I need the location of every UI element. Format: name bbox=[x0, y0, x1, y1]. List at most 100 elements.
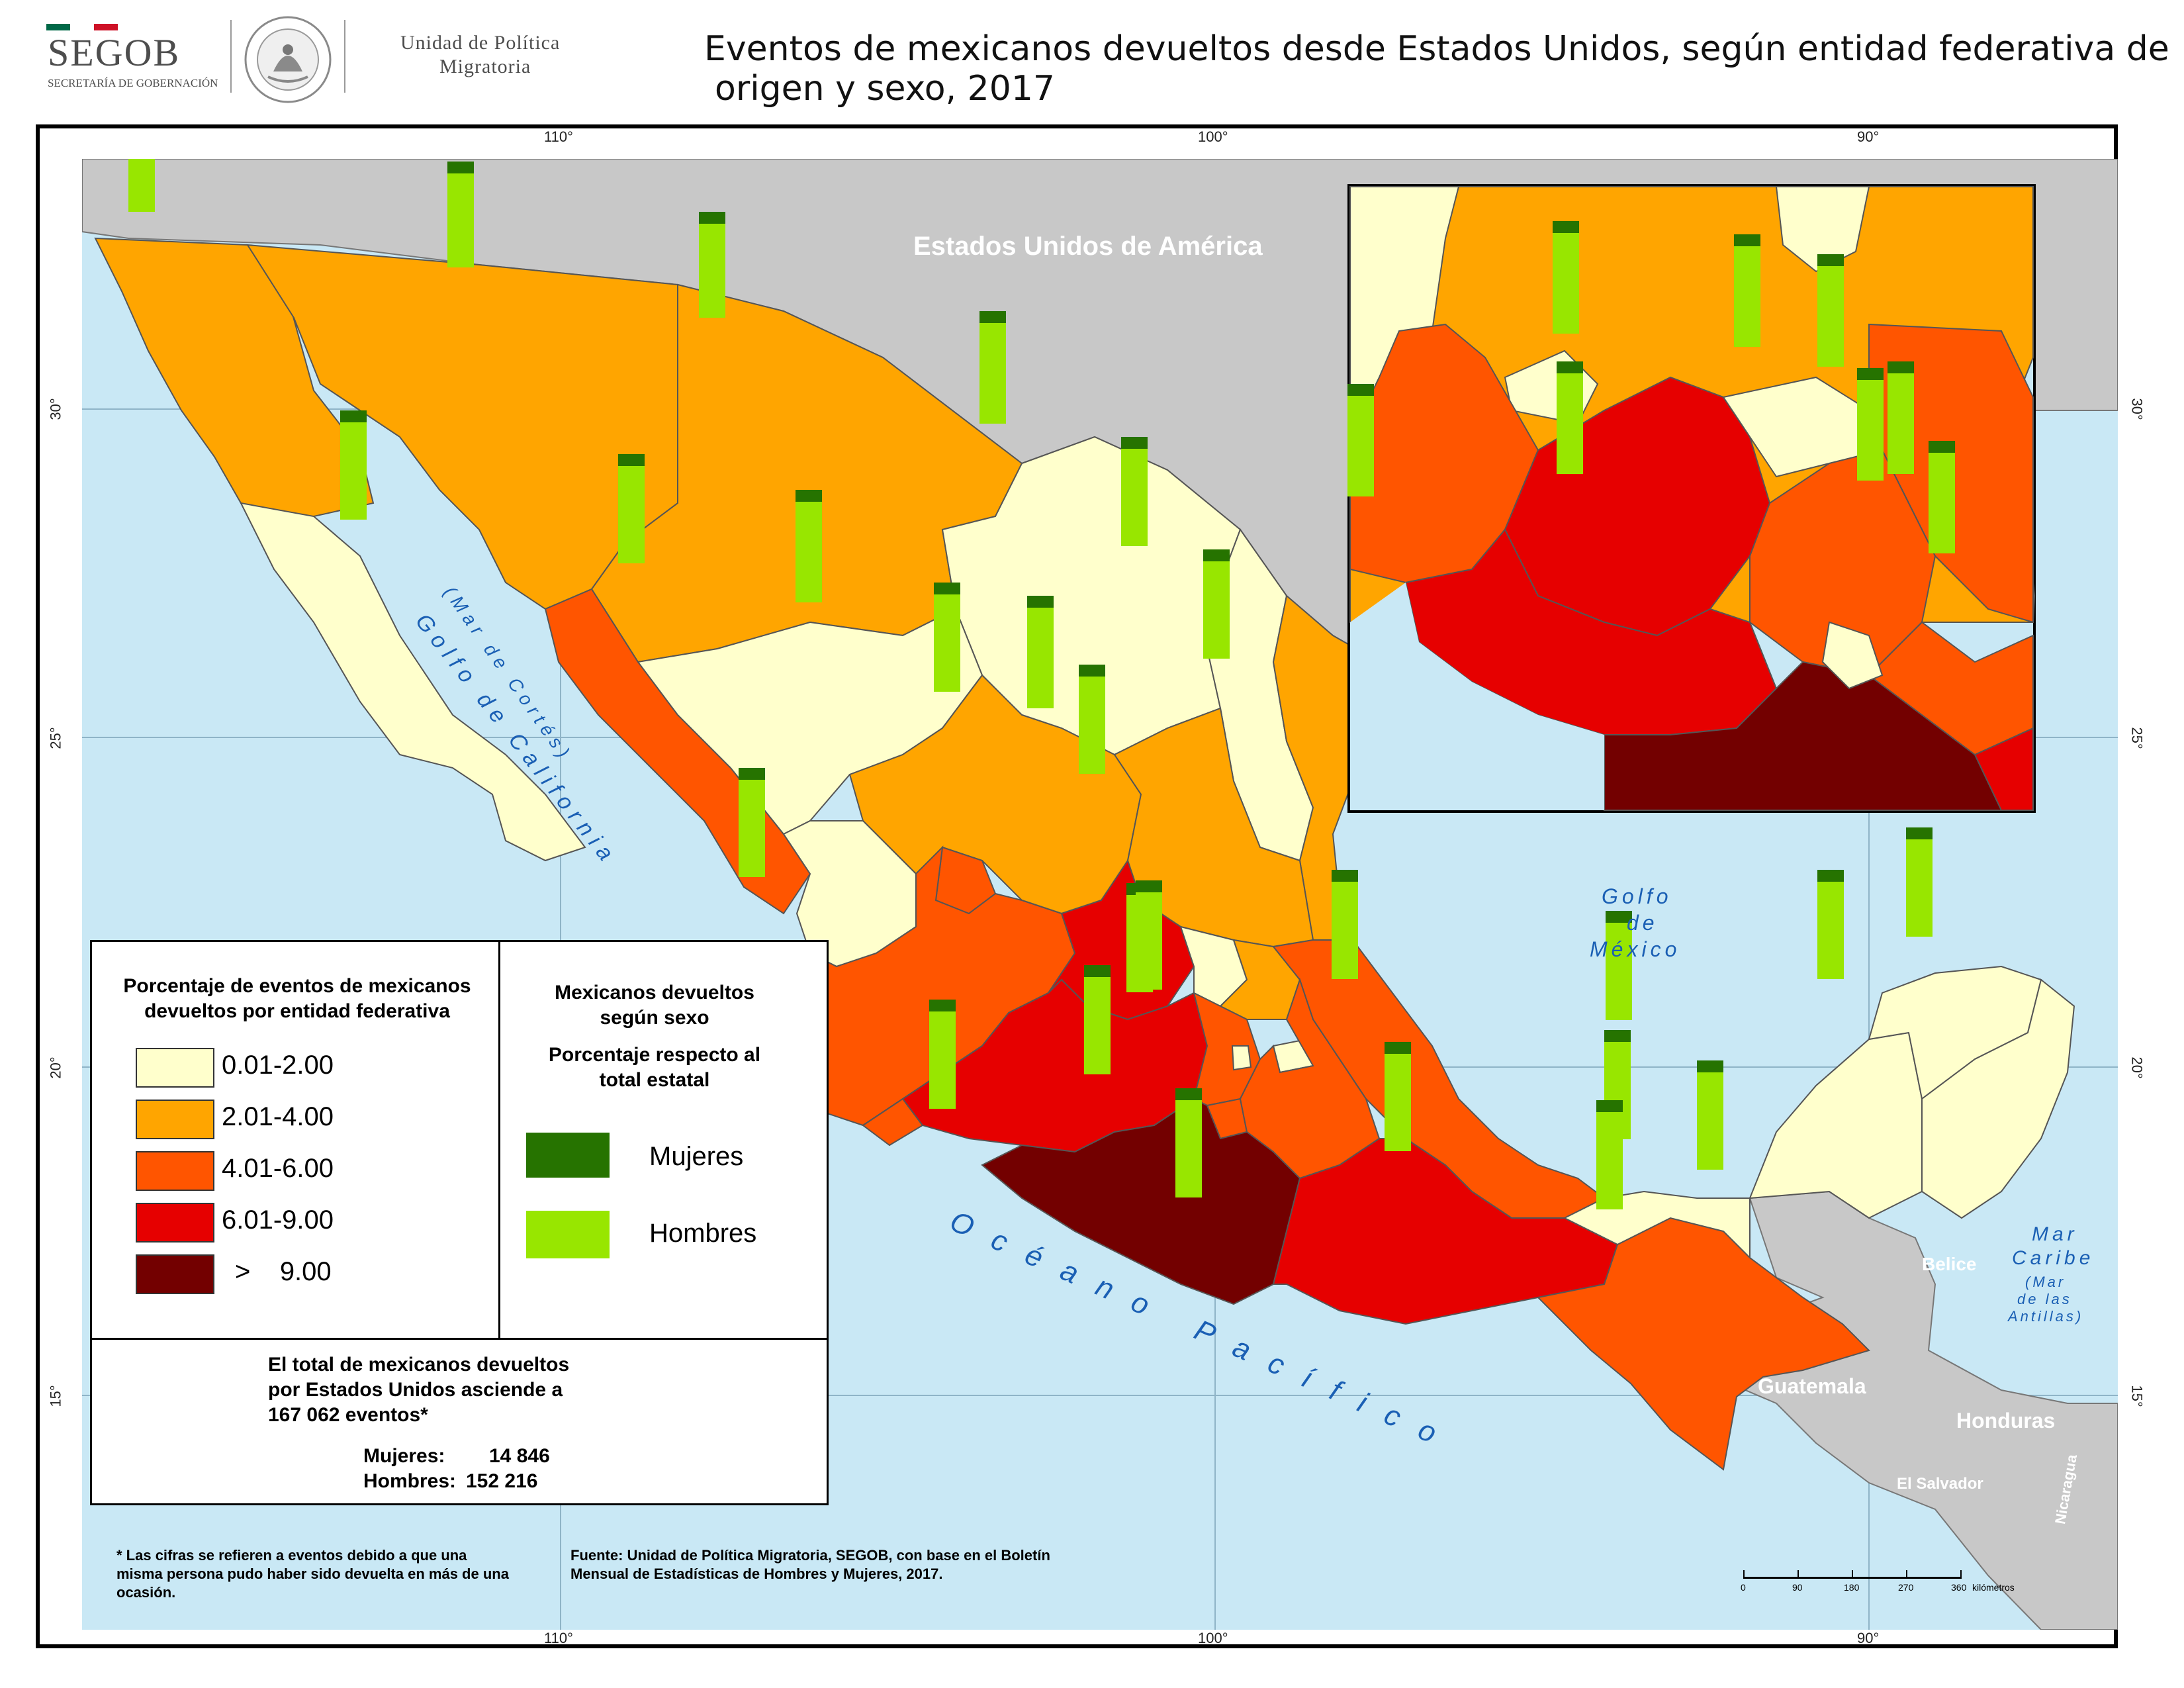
bar-women-segment bbox=[739, 768, 765, 780]
lon-label-top-90: 90° bbox=[1857, 128, 1880, 145]
lon-label-top-100: 100° bbox=[1198, 128, 1228, 145]
legend-men-swatch bbox=[526, 1211, 610, 1258]
label-caribbean-3: (Mar bbox=[2025, 1274, 2066, 1290]
bar-men-segment bbox=[1175, 1100, 1202, 1197]
footnote: * Las cifras se refieren a eventos debid… bbox=[116, 1547, 509, 1601]
bar-women-segment bbox=[929, 1000, 956, 1011]
state-baja-california-sur bbox=[240, 502, 586, 862]
bar-women-segment bbox=[1079, 665, 1105, 677]
scale-tick bbox=[1743, 1570, 1745, 1579]
bar-women-segment bbox=[796, 490, 822, 502]
bar-men-segment bbox=[1332, 882, 1358, 979]
legend-men-label: Hombres bbox=[649, 1219, 757, 1248]
state-quintana-roo bbox=[1921, 978, 2075, 1219]
bar-women-segment bbox=[1857, 368, 1884, 380]
map-canvas bbox=[82, 159, 2118, 1630]
lon-label-bottom-110: 110° bbox=[544, 1630, 573, 1646]
lat-label-right-30: 30° bbox=[2128, 398, 2146, 420]
legend-class-swatch bbox=[136, 1254, 214, 1294]
totals-men-label: Hombres: bbox=[363, 1470, 457, 1492]
bar-men-segment bbox=[1929, 453, 1955, 553]
bar-women-segment bbox=[979, 311, 1006, 323]
bar-men-segment bbox=[1697, 1072, 1723, 1170]
scale-tick bbox=[1960, 1570, 1962, 1579]
legend-sex-subtitle: Porcentaje respecto al total estatal bbox=[548, 1044, 761, 1091]
totals-line1: El total de mexicanos devueltos bbox=[268, 1354, 570, 1376]
totals-women-value: 14 846 bbox=[489, 1445, 550, 1467]
bar-women-segment bbox=[934, 583, 960, 594]
bar-men-segment bbox=[1079, 677, 1105, 774]
bar-women-segment bbox=[1175, 1088, 1202, 1100]
bar-women-segment bbox=[1557, 361, 1583, 373]
lat-label-right-15: 15° bbox=[2128, 1385, 2146, 1407]
bar-women-segment bbox=[1347, 384, 1374, 396]
bar-women-segment bbox=[340, 410, 367, 422]
legend-panel: Porcentaje de eventos de mexicanos devue… bbox=[90, 940, 829, 1505]
segob-flag-stripe bbox=[94, 24, 118, 30]
bar-women-segment bbox=[1817, 870, 1844, 882]
inset-map bbox=[1347, 184, 2036, 813]
bar-men-segment bbox=[1557, 373, 1583, 474]
legend-women-label: Mujeres bbox=[649, 1142, 744, 1171]
bar-men-segment bbox=[340, 422, 367, 520]
totals-line3: 167 062 eventos* bbox=[268, 1404, 428, 1426]
header: SEGOB SECRETARÍA DE GOBERNACIÓN Unidad d… bbox=[0, 0, 2184, 119]
map-title-line1: Eventos de mexicanos devueltos desde Est… bbox=[704, 29, 2169, 69]
label-caribbean-5: Antillas) bbox=[2008, 1308, 2084, 1325]
bar-men-segment bbox=[128, 159, 155, 212]
bar-women-segment bbox=[1817, 254, 1844, 266]
totals-line2: por Estados Unidos asciende a bbox=[268, 1379, 563, 1401]
bar-men-segment bbox=[1817, 266, 1844, 367]
scale-tick-label: 270 bbox=[1898, 1582, 1914, 1593]
lon-label-bottom-100: 100° bbox=[1198, 1630, 1228, 1646]
bar-men-segment bbox=[1121, 449, 1148, 546]
bar-men-segment bbox=[934, 594, 960, 692]
label-honduras: Honduras bbox=[1956, 1409, 2056, 1432]
legend-class-label: 2.01-4.00 bbox=[222, 1102, 334, 1131]
legend-class-label: 0.01-2.00 bbox=[222, 1051, 334, 1080]
scale-tick bbox=[1852, 1570, 1853, 1579]
bar-men-segment bbox=[699, 224, 725, 318]
bar-men-segment bbox=[1817, 882, 1844, 979]
bar-men-segment bbox=[1906, 839, 1933, 937]
bar-women-segment bbox=[447, 162, 474, 173]
bar-women-segment bbox=[1121, 437, 1148, 449]
legend-class-label: > 9.00 bbox=[235, 1257, 332, 1286]
lon-label-top-110: 110° bbox=[544, 128, 573, 145]
bar-women-segment bbox=[1697, 1060, 1723, 1072]
bar-men-segment bbox=[1385, 1054, 1411, 1151]
national-seal-icon bbox=[242, 13, 334, 106]
lat-label-right-25: 25° bbox=[2128, 727, 2146, 749]
bar-women-segment bbox=[1084, 965, 1111, 977]
lat-label-left-25: 25° bbox=[47, 727, 64, 749]
bar-men-segment bbox=[1888, 373, 1914, 474]
totals-men-value: 152 216 bbox=[466, 1470, 538, 1492]
label-caribbean-4: de las bbox=[2017, 1291, 2072, 1307]
legend-class-swatch bbox=[136, 1203, 214, 1243]
header-divider bbox=[344, 20, 345, 93]
bar-women-segment bbox=[1604, 1030, 1631, 1042]
segob-wordmark: SEGOB bbox=[48, 31, 181, 74]
legend-sex-title: Mexicanos devueltos según sexo bbox=[555, 982, 754, 1029]
scale-tick-label: 0 bbox=[1741, 1582, 1746, 1593]
legend-class-label: 6.01-9.00 bbox=[222, 1205, 334, 1235]
state-cdmx bbox=[1231, 1045, 1252, 1071]
bar-men-segment bbox=[739, 780, 765, 877]
bar-men-segment bbox=[1857, 380, 1884, 481]
scale-tick bbox=[1906, 1570, 1907, 1579]
bar-men-segment bbox=[1606, 923, 1632, 1020]
lat-label-left-15: 15° bbox=[47, 1385, 64, 1407]
scale-unit: kilómetros bbox=[1972, 1582, 2015, 1593]
lat-label-left-20: 20° bbox=[47, 1056, 64, 1079]
legend-class-swatch bbox=[136, 1151, 214, 1191]
unit-name-line1: Unidad de Política bbox=[400, 32, 561, 54]
label-el-salvador: El Salvador bbox=[1897, 1475, 1983, 1493]
scale-tick-label: 180 bbox=[1844, 1582, 1860, 1593]
bar-women-segment bbox=[1385, 1042, 1411, 1054]
segob-logo: SEGOB SECRETARÍA DE GOBERNACIÓN bbox=[46, 24, 218, 90]
bar-women-segment bbox=[1929, 441, 1955, 453]
segob-flag-stripe bbox=[70, 24, 94, 30]
legend-class-swatch bbox=[136, 1100, 214, 1139]
label-guatemala: Guatemala bbox=[1758, 1374, 1866, 1398]
scale-bar: 0 90 180 270 360 kilómetros bbox=[1741, 1570, 2038, 1603]
